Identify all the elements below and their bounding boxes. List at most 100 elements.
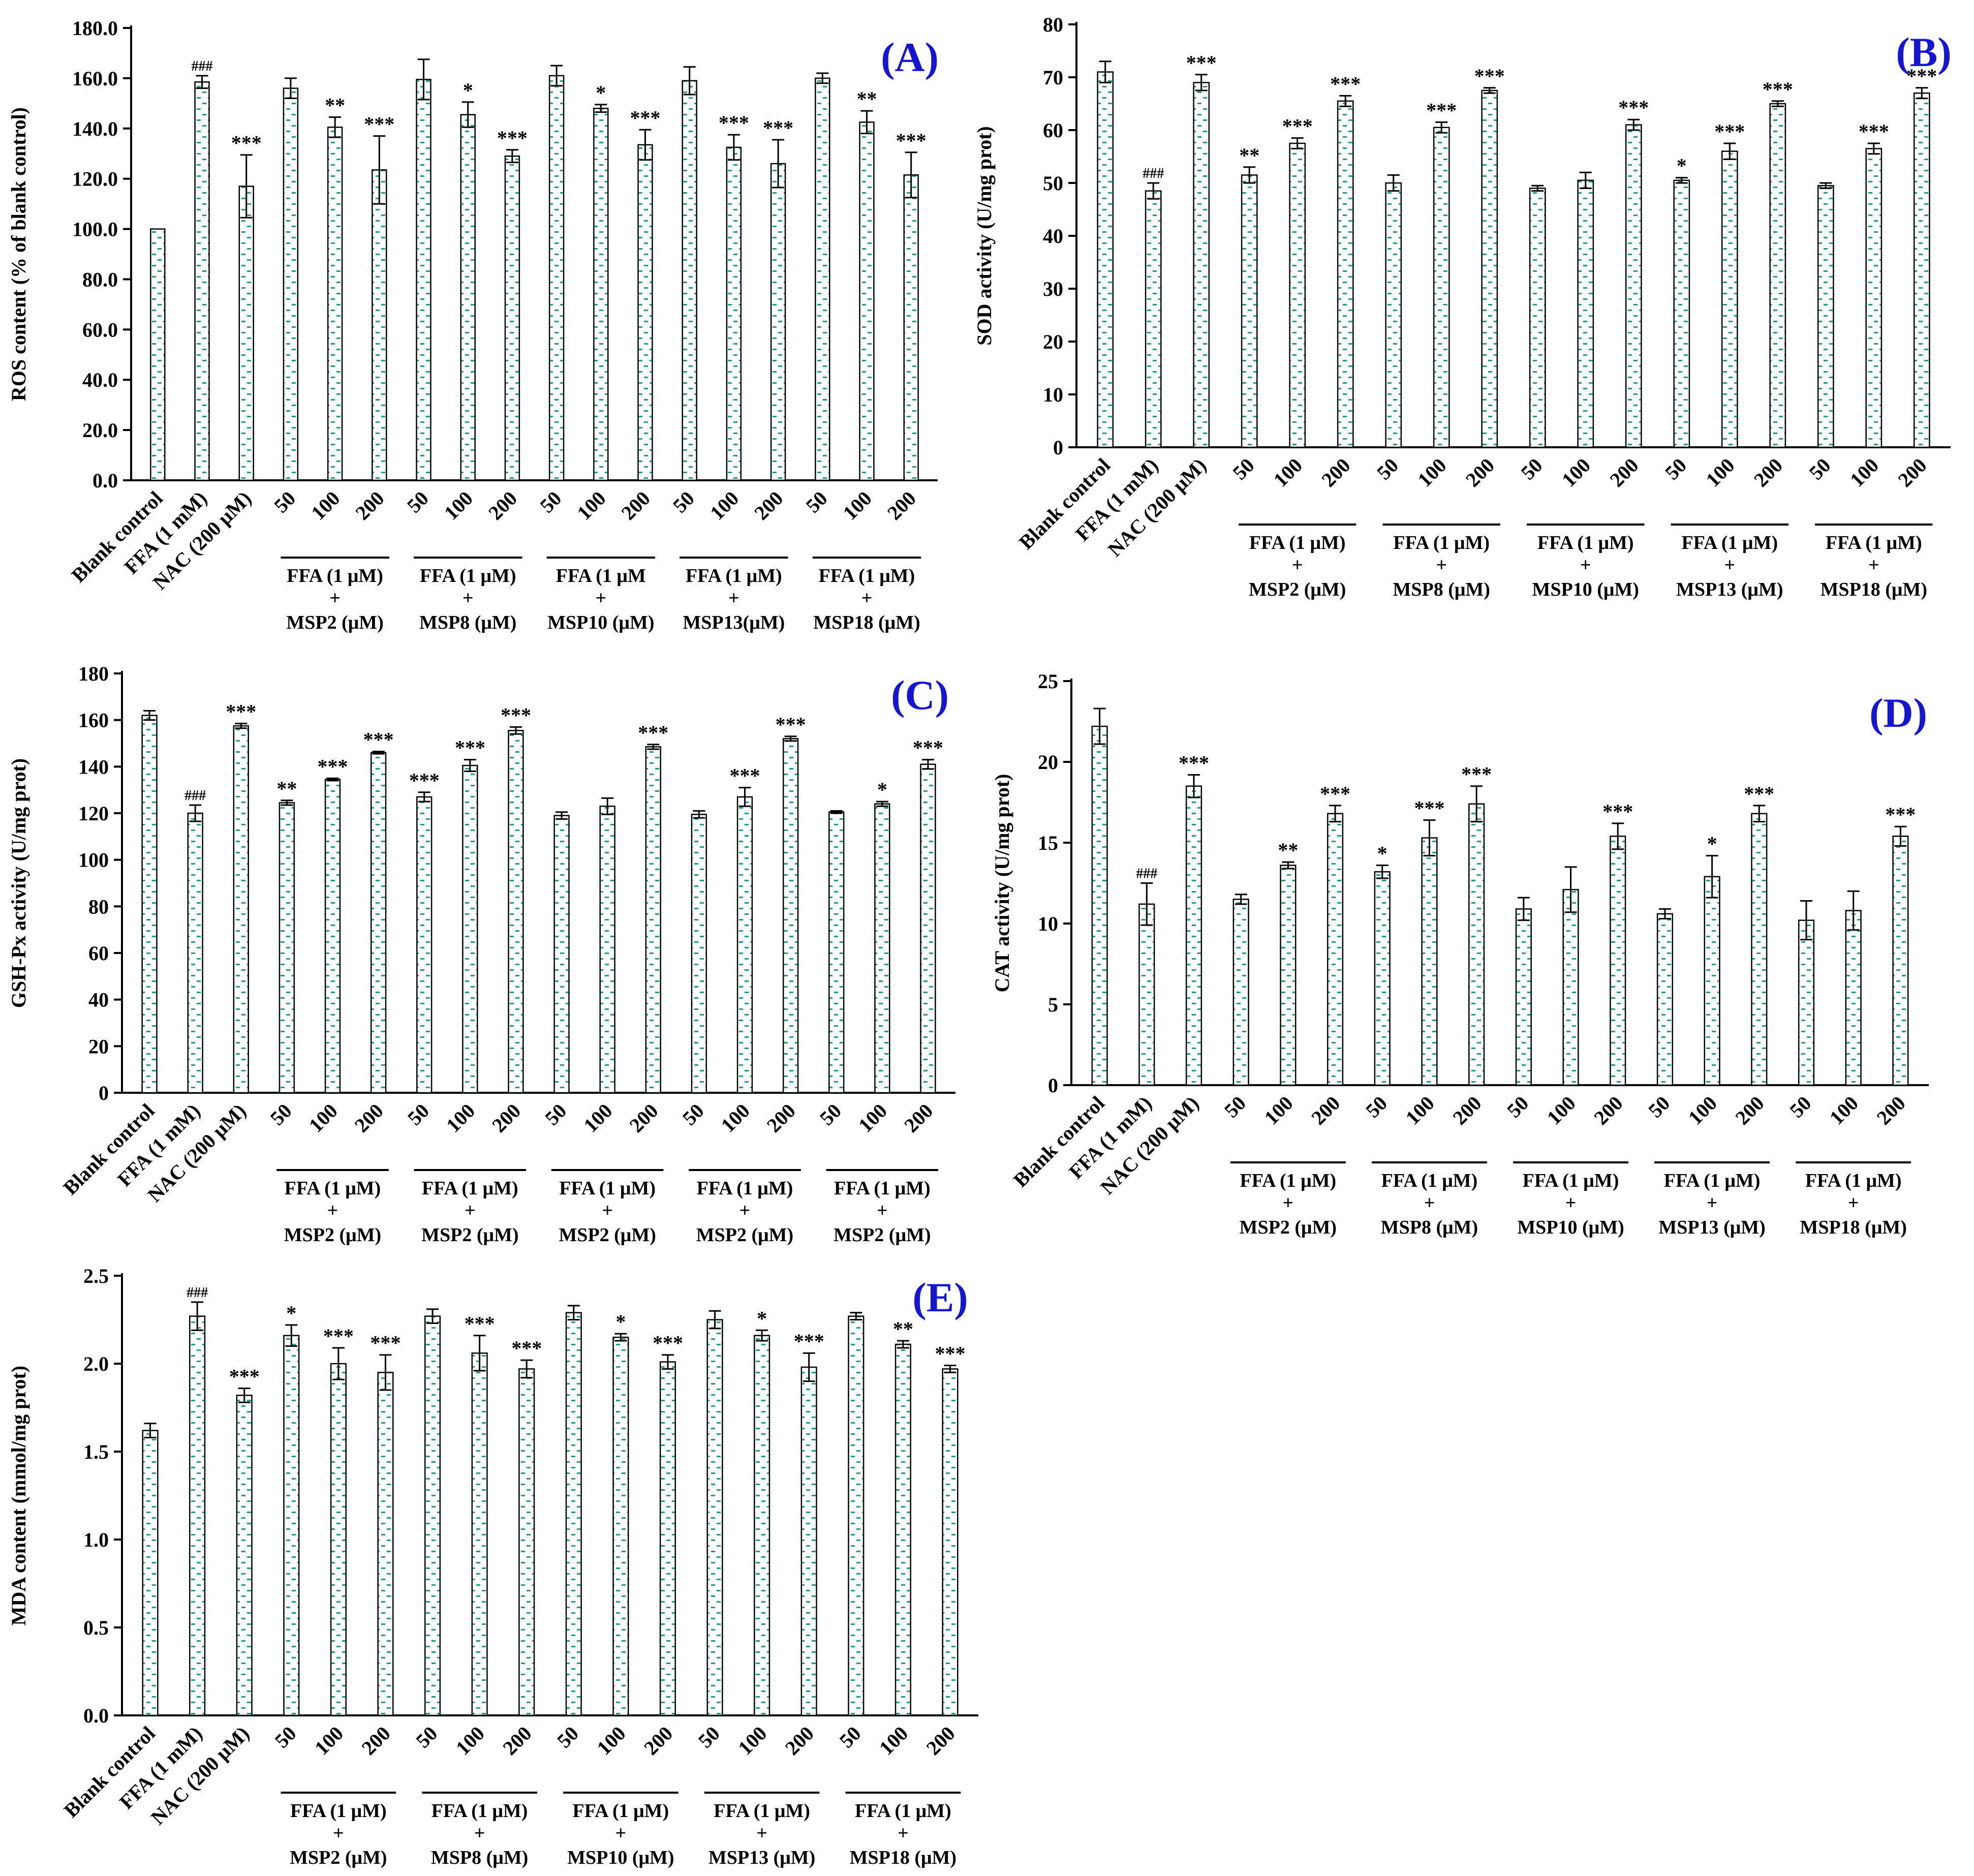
bar: [548, 75, 565, 481]
group-label-line3: MSP2 (μM): [421, 1224, 518, 1246]
panel-b: 0 10 20 30 40 50 60 70 80 SOD activity (U/mg prot…: [973, 13, 1952, 600]
group-label-line1: FFA (1 μM): [834, 1178, 931, 1199]
bar: [1892, 836, 1909, 1086]
x-tick-label: 100: [1269, 454, 1307, 491]
y-tick-label: 80: [88, 895, 109, 918]
group-label-line3: MSP10 (μM): [1532, 579, 1639, 600]
x-tick-label: 200: [762, 1099, 800, 1137]
bar: [1562, 888, 1579, 1086]
x-tick-label: 50: [552, 1722, 583, 1752]
x-tick-label: 200: [1749, 454, 1787, 491]
group-label-line1: FFA (1 μM): [285, 1178, 381, 1199]
group-label-plus: +: [1292, 555, 1303, 576]
x-tick-label: 100: [1401, 1092, 1439, 1129]
x-tick-label: 50: [535, 487, 566, 517]
significance-mark: ***: [1414, 796, 1444, 819]
group-label-plus: +: [329, 588, 341, 609]
group-label-line1: FFA (1 μM): [287, 565, 383, 587]
bar: [1185, 785, 1202, 1086]
bar: [645, 746, 661, 1094]
x-tick-label: 50: [1220, 1092, 1250, 1122]
y-tick-label: 160: [78, 709, 109, 732]
significance-mark: **: [893, 1317, 913, 1340]
bar: [859, 121, 875, 481]
y-tick-label: 2.5: [83, 1265, 109, 1287]
significance-mark: *: [1677, 155, 1687, 177]
significance-mark: *: [463, 79, 473, 102]
group-label-line1: FFA (1 μM): [573, 1800, 669, 1822]
y-tick-label: 25: [1038, 670, 1058, 693]
group-label-plus: +: [327, 1200, 338, 1221]
bar: [1289, 142, 1306, 448]
bar: [1337, 100, 1354, 448]
significance-mark: ***: [896, 129, 927, 152]
bar: [1704, 876, 1720, 1086]
group-label-line3: MSP2 (μM): [290, 1847, 387, 1868]
group-label-line3: MSP18 (μM): [813, 612, 920, 633]
y-tick-label: 140: [78, 755, 109, 778]
x-tick-label: 200: [1731, 1092, 1768, 1129]
bar: [1433, 127, 1450, 448]
group-label-line1: FFA (1 μM): [1249, 532, 1346, 553]
y-tick-label: 120.0: [72, 168, 118, 191]
y-tick-label: 15: [1038, 832, 1058, 854]
bar: [659, 1361, 676, 1716]
y-axis-label: ROS content (% of blank control): [7, 107, 30, 401]
group-label-plus: +: [1868, 555, 1879, 576]
significance-mark: ***: [497, 127, 528, 149]
bar: [1241, 174, 1258, 448]
bar: [1845, 910, 1862, 1086]
x-tick-label: 50: [1372, 454, 1403, 484]
panel-label: (A): [881, 34, 939, 80]
significance-mark: ***: [729, 764, 760, 787]
group-label-line3: MSP2 (μM): [286, 612, 383, 633]
group-label-line1: FFA (1 μM): [819, 565, 915, 587]
bar: [1515, 908, 1532, 1086]
y-tick-label: 40: [88, 989, 109, 1011]
bar: [330, 1363, 347, 1716]
y-tick-label: 40: [1043, 225, 1063, 248]
group-label-line1: FFA (1 μM: [556, 565, 646, 587]
x-tick-label: 200: [357, 1722, 395, 1760]
group-label-line1: FFA (1 μM): [714, 1800, 810, 1822]
panel-e: 0.0 0.5 1.0 1.5 2.0 2.5 MDA content (mmol/mg p…: [7, 1265, 978, 1868]
group-label-plus: +: [602, 1200, 613, 1221]
bar: [565, 1312, 582, 1716]
y-tick-label: 180.0: [72, 17, 118, 40]
bar: [187, 812, 203, 1094]
group-label-line3: MSP18 (μM): [1821, 579, 1927, 600]
bar: [706, 1319, 723, 1716]
bar: [815, 77, 830, 481]
x-tick-label: 50: [1228, 454, 1258, 484]
group-label-line3: MSP2 (μM): [284, 1224, 381, 1246]
bar: [462, 764, 478, 1094]
y-tick-label: 20: [1038, 751, 1058, 774]
group-label-line3: MSP2 (μM): [559, 1224, 656, 1246]
bar: [1656, 913, 1674, 1086]
significance-mark: ***: [1282, 115, 1313, 138]
y-tick-label: 20.0: [82, 419, 118, 442]
group-label-plus: +: [1436, 555, 1447, 576]
group-label-line3: MSP18 (μM): [850, 1847, 957, 1868]
significance-mark: ***: [719, 111, 749, 134]
group-label-line3: MSP10 (μM): [1517, 1217, 1624, 1238]
significance-mark: ***: [1618, 96, 1649, 119]
x-tick-label: 100: [1413, 454, 1451, 491]
bar: [518, 1368, 535, 1716]
group-label-line1: FFA (1 μM): [431, 1800, 528, 1822]
significance-mark: ###: [184, 788, 206, 804]
x-tick-label: 100: [854, 1099, 891, 1137]
bar: [189, 1315, 206, 1716]
significance-mark: ***: [1714, 120, 1745, 143]
group-label-line3: MSP10 (μM): [547, 612, 654, 633]
bar: [1280, 865, 1297, 1086]
x-tick-label: 50: [540, 1099, 571, 1130]
x-tick-label: 100: [705, 487, 743, 525]
group-label-line1: FFA (1 μM): [697, 1178, 793, 1199]
x-tick-label: 50: [678, 1099, 708, 1130]
bar: [1577, 179, 1594, 448]
x-tick-label: 100: [839, 487, 876, 525]
group-label-line1: FFA (1 μM): [1537, 532, 1634, 553]
